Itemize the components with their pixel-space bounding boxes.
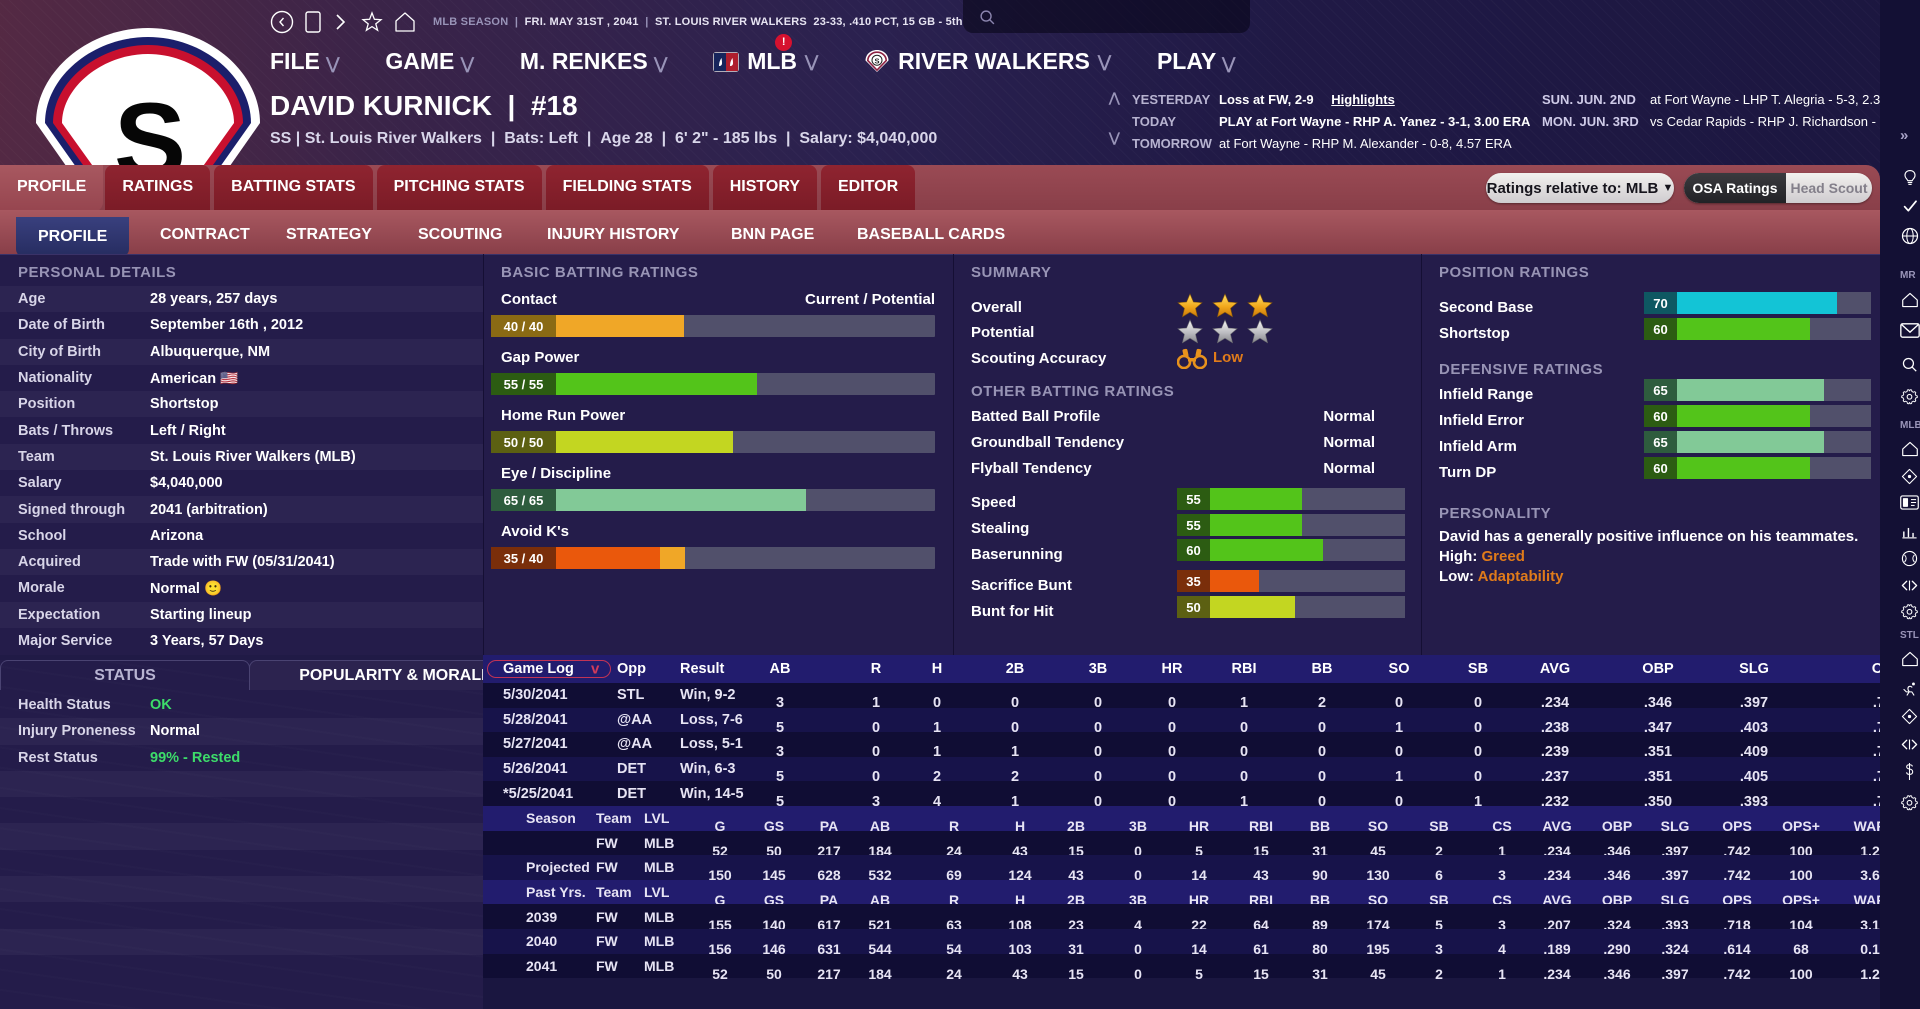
svg-text:S: S (875, 56, 880, 65)
